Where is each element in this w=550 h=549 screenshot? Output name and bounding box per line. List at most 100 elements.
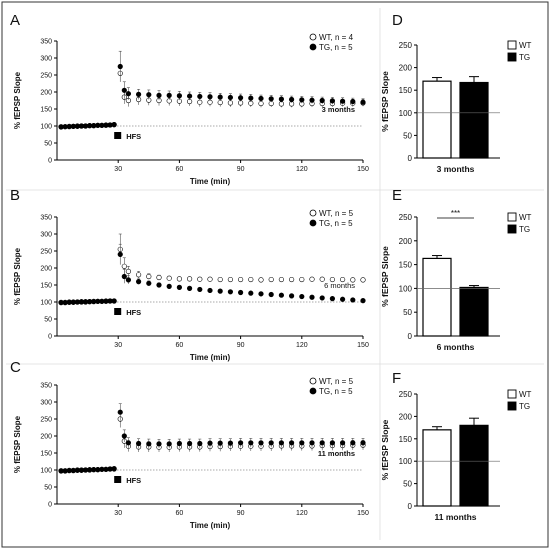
age-annotation: 11 months bbox=[318, 449, 355, 458]
x-tick-label: 120 bbox=[296, 166, 308, 173]
legend-label: TG bbox=[519, 225, 530, 234]
data-point bbox=[309, 440, 315, 446]
data-point bbox=[111, 122, 117, 128]
series-tg bbox=[58, 403, 366, 474]
legend-swatch-tg bbox=[507, 224, 517, 234]
y-tick-label: 150 bbox=[40, 107, 52, 114]
bar-tg bbox=[459, 424, 489, 507]
x-tick-label: 120 bbox=[296, 342, 308, 349]
panel-letter: C bbox=[10, 359, 21, 376]
data-point bbox=[329, 98, 336, 104]
y-tick-label: 100 bbox=[40, 300, 52, 307]
series-tg bbox=[58, 50, 366, 130]
data-point bbox=[117, 409, 123, 415]
data-point bbox=[187, 276, 193, 282]
y-tick-label: 200 bbox=[40, 266, 52, 273]
data-point bbox=[360, 298, 366, 304]
data-point bbox=[289, 96, 295, 103]
y-axis-label: % fEPSP Slope bbox=[380, 246, 390, 307]
y-tick-label: 150 bbox=[40, 283, 52, 290]
data-point bbox=[238, 95, 244, 101]
y-tick-label: 0 bbox=[48, 502, 52, 509]
bar-wt bbox=[422, 80, 452, 159]
legend-swatch-wt bbox=[507, 389, 517, 399]
age-annotation: 6 months bbox=[324, 281, 355, 290]
legend-label: TG bbox=[519, 402, 530, 411]
data-point bbox=[156, 274, 162, 281]
data-point bbox=[207, 276, 213, 282]
y-tick-label: 250 bbox=[399, 390, 413, 399]
data-point bbox=[156, 92, 162, 98]
data-point bbox=[197, 276, 203, 282]
x-tick-label: 30 bbox=[114, 510, 122, 517]
x-axis-label: Time (min) bbox=[190, 521, 231, 530]
bar-panel-f: F 0 50 100 150 200 250 % fEPSP Slope 11 months WT… bbox=[380, 370, 532, 522]
significance-label: *** bbox=[451, 209, 460, 218]
y-tick-label: 350 bbox=[40, 39, 52, 46]
data-point bbox=[329, 296, 336, 302]
x-tick-label: 150 bbox=[357, 510, 369, 517]
bar-wt bbox=[422, 429, 452, 507]
data-point bbox=[248, 95, 254, 101]
hfs-label: HFS bbox=[126, 132, 141, 141]
data-point bbox=[258, 291, 264, 297]
data-point bbox=[227, 276, 233, 283]
bar-panel-e: E 0 50 100 150 200 250 % fEPSP Slope 6 months ***… bbox=[380, 187, 532, 352]
data-point bbox=[187, 285, 193, 292]
y-tick-label: 0 bbox=[408, 332, 413, 341]
legend-swatch-wt bbox=[507, 212, 517, 222]
y-tick-label: 100 bbox=[399, 109, 413, 118]
data-point bbox=[217, 276, 223, 283]
data-point bbox=[340, 296, 346, 302]
data-point bbox=[136, 272, 142, 278]
data-point bbox=[258, 95, 264, 102]
data-point bbox=[156, 282, 162, 288]
x-tick-label: 60 bbox=[176, 342, 184, 349]
legend-label: TG, n = 5 bbox=[319, 219, 353, 228]
y-tick-label: 250 bbox=[40, 417, 52, 424]
category-label: 11 months bbox=[434, 512, 476, 522]
data-point bbox=[258, 100, 264, 107]
panel-letter: D bbox=[392, 12, 403, 29]
x-tick-label: 90 bbox=[237, 166, 245, 173]
bar-wt bbox=[422, 257, 452, 337]
data-point bbox=[309, 294, 315, 300]
data-point bbox=[278, 292, 285, 298]
bar-tg bbox=[459, 286, 489, 337]
data-point bbox=[111, 466, 117, 472]
data-point bbox=[319, 276, 325, 282]
data-point bbox=[289, 440, 295, 446]
y-tick-label: 150 bbox=[399, 435, 413, 444]
data-point bbox=[299, 293, 305, 300]
data-point bbox=[299, 440, 305, 446]
data-point bbox=[217, 440, 223, 446]
y-tick-label: 50 bbox=[403, 308, 412, 317]
data-point bbox=[136, 91, 142, 97]
data-point bbox=[309, 97, 315, 103]
y-tick-label: 200 bbox=[40, 434, 52, 441]
y-tick-label: 300 bbox=[40, 400, 52, 407]
x-tick-label: 90 bbox=[237, 510, 245, 517]
data-point bbox=[146, 280, 152, 286]
legend-label: WT, n = 5 bbox=[319, 209, 354, 218]
data-point bbox=[278, 96, 285, 102]
hfs-marker bbox=[114, 132, 122, 139]
data-point bbox=[176, 440, 182, 447]
legend-marker bbox=[309, 387, 317, 395]
data-point bbox=[248, 276, 254, 283]
data-point bbox=[360, 277, 366, 283]
data-point bbox=[207, 287, 213, 294]
hfs-label: HFS bbox=[126, 476, 141, 485]
data-point bbox=[258, 440, 264, 446]
data-point bbox=[350, 277, 356, 283]
data-point bbox=[125, 268, 131, 275]
y-tick-label: 350 bbox=[40, 215, 52, 222]
y-tick-label: 250 bbox=[399, 213, 413, 222]
y-tick-label: 100 bbox=[399, 457, 413, 466]
data-point bbox=[136, 279, 142, 285]
legend-label: TG bbox=[519, 53, 530, 62]
y-tick-label: 250 bbox=[399, 41, 413, 50]
data-point bbox=[166, 441, 172, 447]
data-point bbox=[227, 94, 233, 101]
data-point bbox=[340, 276, 346, 283]
